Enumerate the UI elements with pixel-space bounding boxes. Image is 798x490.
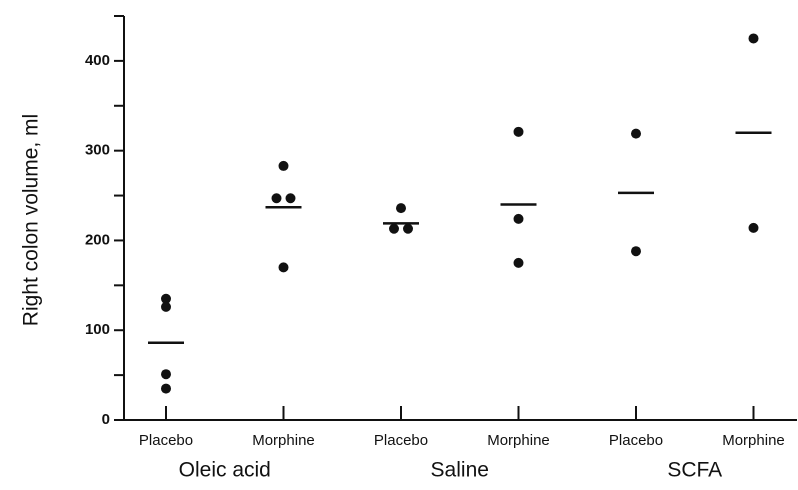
data-point	[278, 160, 289, 171]
group-label: Oleic acid	[179, 459, 271, 482]
data-point	[513, 126, 524, 137]
data-point	[161, 369, 171, 380]
x-tick-label: Placebo	[609, 432, 663, 449]
y-tick-label: 300	[85, 142, 110, 159]
group-label: SCFA	[667, 459, 722, 482]
x-tick-label: Placebo	[374, 432, 428, 449]
data-point	[403, 223, 413, 234]
data-point	[631, 246, 641, 257]
data-point	[271, 193, 282, 204]
data-point	[285, 193, 296, 204]
y-tick-label: 200	[85, 231, 110, 248]
x-tick-label: Morphine	[722, 432, 785, 449]
data-point	[748, 222, 759, 233]
y-tick-label: 400	[85, 52, 110, 69]
x-tick-label: Placebo	[139, 432, 193, 449]
data-point	[161, 293, 171, 304]
x-tick-label: Morphine	[487, 432, 550, 449]
group-label: Saline	[431, 459, 489, 482]
x-tick-label: Morphine	[252, 432, 315, 449]
data-point	[396, 203, 406, 214]
data-point	[513, 213, 524, 224]
data-point	[389, 223, 399, 234]
y-axis-label: Right colon volume, ml	[20, 114, 43, 326]
data-point	[513, 257, 524, 268]
data-point	[161, 301, 171, 312]
y-tick-label: 0	[102, 411, 110, 428]
data-point	[278, 262, 289, 273]
data-point	[748, 33, 759, 44]
data-point	[161, 383, 171, 394]
data-point	[631, 128, 641, 139]
y-tick-label: 100	[85, 321, 110, 338]
